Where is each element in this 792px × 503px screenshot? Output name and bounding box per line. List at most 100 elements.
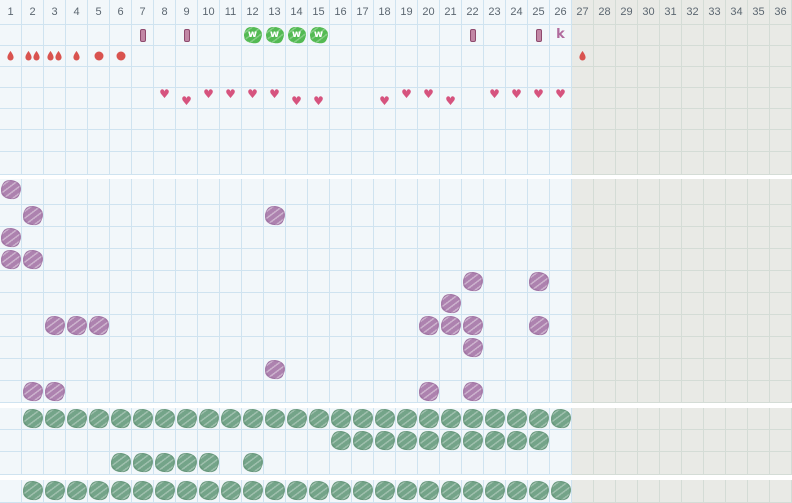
day-cell-23[interactable] bbox=[484, 293, 506, 315]
day-cell-11[interactable] bbox=[220, 249, 242, 271]
day-cell-20[interactable] bbox=[418, 25, 440, 46]
day-cell-31[interactable] bbox=[660, 271, 682, 293]
day-cell-8[interactable] bbox=[154, 293, 176, 315]
day-cell-4[interactable] bbox=[66, 152, 88, 175]
day-cell-33[interactable] bbox=[704, 408, 726, 430]
day-cell-29[interactable] bbox=[616, 179, 638, 205]
day-cell-32[interactable] bbox=[682, 480, 704, 503]
day-cell-8[interactable] bbox=[154, 315, 176, 337]
day-cell-6[interactable] bbox=[110, 359, 132, 381]
day-cell-15[interactable] bbox=[308, 109, 330, 130]
day-cell-24[interactable] bbox=[506, 408, 528, 430]
day-cell-5[interactable] bbox=[88, 130, 110, 152]
day-cell-22[interactable] bbox=[462, 359, 484, 381]
day-cell-36[interactable] bbox=[770, 109, 792, 130]
day-cell-28[interactable] bbox=[594, 46, 616, 67]
day-cell-30[interactable] bbox=[638, 480, 660, 503]
day-cell-25[interactable] bbox=[528, 227, 550, 249]
day-cell-26[interactable] bbox=[550, 271, 572, 293]
day-cell-1[interactable] bbox=[0, 480, 22, 503]
day-cell-5[interactable] bbox=[88, 408, 110, 430]
day-cell-14[interactable] bbox=[286, 46, 308, 67]
day-cell-32[interactable] bbox=[682, 271, 704, 293]
day-cell-35[interactable] bbox=[748, 337, 770, 359]
day-cell-13[interactable] bbox=[264, 67, 286, 88]
day-cell-11[interactable] bbox=[220, 452, 242, 475]
day-cell-18[interactable] bbox=[374, 430, 396, 452]
day-cell-25[interactable]: ♥ bbox=[528, 87, 550, 109]
day-cell-20[interactable] bbox=[418, 109, 440, 130]
day-cell-28[interactable] bbox=[594, 480, 616, 503]
day-cell-33[interactable] bbox=[704, 315, 726, 337]
day-cell-24[interactable] bbox=[506, 205, 528, 227]
day-cell-35[interactable] bbox=[748, 46, 770, 67]
day-cell-31[interactable] bbox=[660, 408, 682, 430]
day-cell-6[interactable] bbox=[110, 480, 132, 503]
day-cell-20[interactable] bbox=[418, 359, 440, 381]
day-cell-15[interactable] bbox=[308, 152, 330, 175]
day-cell-19[interactable] bbox=[396, 130, 418, 152]
day-cell-4[interactable] bbox=[66, 293, 88, 315]
day-cell-28[interactable] bbox=[594, 337, 616, 359]
day-cell-30[interactable] bbox=[638, 25, 660, 46]
day-cell-17[interactable] bbox=[352, 315, 374, 337]
day-cell-24[interactable] bbox=[506, 452, 528, 475]
day-cell-16[interactable] bbox=[330, 25, 352, 46]
day-cell-36[interactable] bbox=[770, 67, 792, 88]
day-cell-35[interactable] bbox=[748, 359, 770, 381]
day-cell-26[interactable] bbox=[550, 408, 572, 430]
day-cell-21[interactable] bbox=[440, 109, 462, 130]
day-cell-16[interactable] bbox=[330, 359, 352, 381]
day-cell-30[interactable] bbox=[638, 315, 660, 337]
day-cell-30[interactable] bbox=[638, 271, 660, 293]
day-cell-14[interactable] bbox=[286, 408, 308, 430]
day-cell-27[interactable] bbox=[572, 480, 594, 503]
day-cell-11[interactable] bbox=[220, 179, 242, 205]
day-cell-12[interactable] bbox=[242, 109, 264, 130]
day-cell-16[interactable] bbox=[330, 381, 352, 403]
day-cell-1[interactable] bbox=[0, 227, 22, 249]
day-cell-34[interactable] bbox=[726, 227, 748, 249]
day-cell-20[interactable] bbox=[418, 130, 440, 152]
day-cell-9[interactable] bbox=[176, 130, 198, 152]
day-cell-15[interactable] bbox=[308, 293, 330, 315]
day-cell-35[interactable] bbox=[748, 67, 770, 88]
day-cell-27[interactable] bbox=[572, 205, 594, 227]
day-cell-12[interactable] bbox=[242, 452, 264, 475]
day-cell-25[interactable] bbox=[528, 152, 550, 175]
day-cell-19[interactable] bbox=[396, 271, 418, 293]
day-cell-28[interactable] bbox=[594, 227, 616, 249]
day-cell-25[interactable] bbox=[528, 130, 550, 152]
day-cell-28[interactable] bbox=[594, 293, 616, 315]
day-cell-6[interactable] bbox=[110, 381, 132, 403]
day-cell-26[interactable]: ♥ bbox=[550, 87, 572, 109]
day-cell-16[interactable] bbox=[330, 205, 352, 227]
day-cell-11[interactable] bbox=[220, 25, 242, 46]
day-cell-31[interactable] bbox=[660, 293, 682, 315]
day-cell-19[interactable]: ♥ bbox=[396, 87, 418, 109]
day-cell-4[interactable] bbox=[66, 205, 88, 227]
day-cell-12[interactable] bbox=[242, 408, 264, 430]
day-cell-2[interactable] bbox=[22, 130, 44, 152]
day-cell-33[interactable] bbox=[704, 109, 726, 130]
day-cell-16[interactable] bbox=[330, 109, 352, 130]
day-cell-36[interactable] bbox=[770, 315, 792, 337]
day-cell-17[interactable] bbox=[352, 359, 374, 381]
day-cell-32[interactable] bbox=[682, 249, 704, 271]
day-cell-33[interactable] bbox=[704, 130, 726, 152]
day-cell-35[interactable] bbox=[748, 179, 770, 205]
day-cell-3[interactable] bbox=[44, 480, 66, 503]
day-cell-13[interactable] bbox=[264, 315, 286, 337]
day-cell-12[interactable] bbox=[242, 337, 264, 359]
day-cell-24[interactable] bbox=[506, 152, 528, 175]
day-cell-21[interactable] bbox=[440, 130, 462, 152]
day-cell-9[interactable] bbox=[176, 293, 198, 315]
day-cell-24[interactable] bbox=[506, 249, 528, 271]
day-cell-6[interactable] bbox=[110, 88, 132, 109]
day-cell-12[interactable] bbox=[242, 205, 264, 227]
day-cell-24[interactable] bbox=[506, 46, 528, 67]
day-cell-33[interactable] bbox=[704, 179, 726, 205]
day-cell-24[interactable] bbox=[506, 179, 528, 205]
day-cell-11[interactable] bbox=[220, 480, 242, 503]
day-cell-36[interactable] bbox=[770, 205, 792, 227]
